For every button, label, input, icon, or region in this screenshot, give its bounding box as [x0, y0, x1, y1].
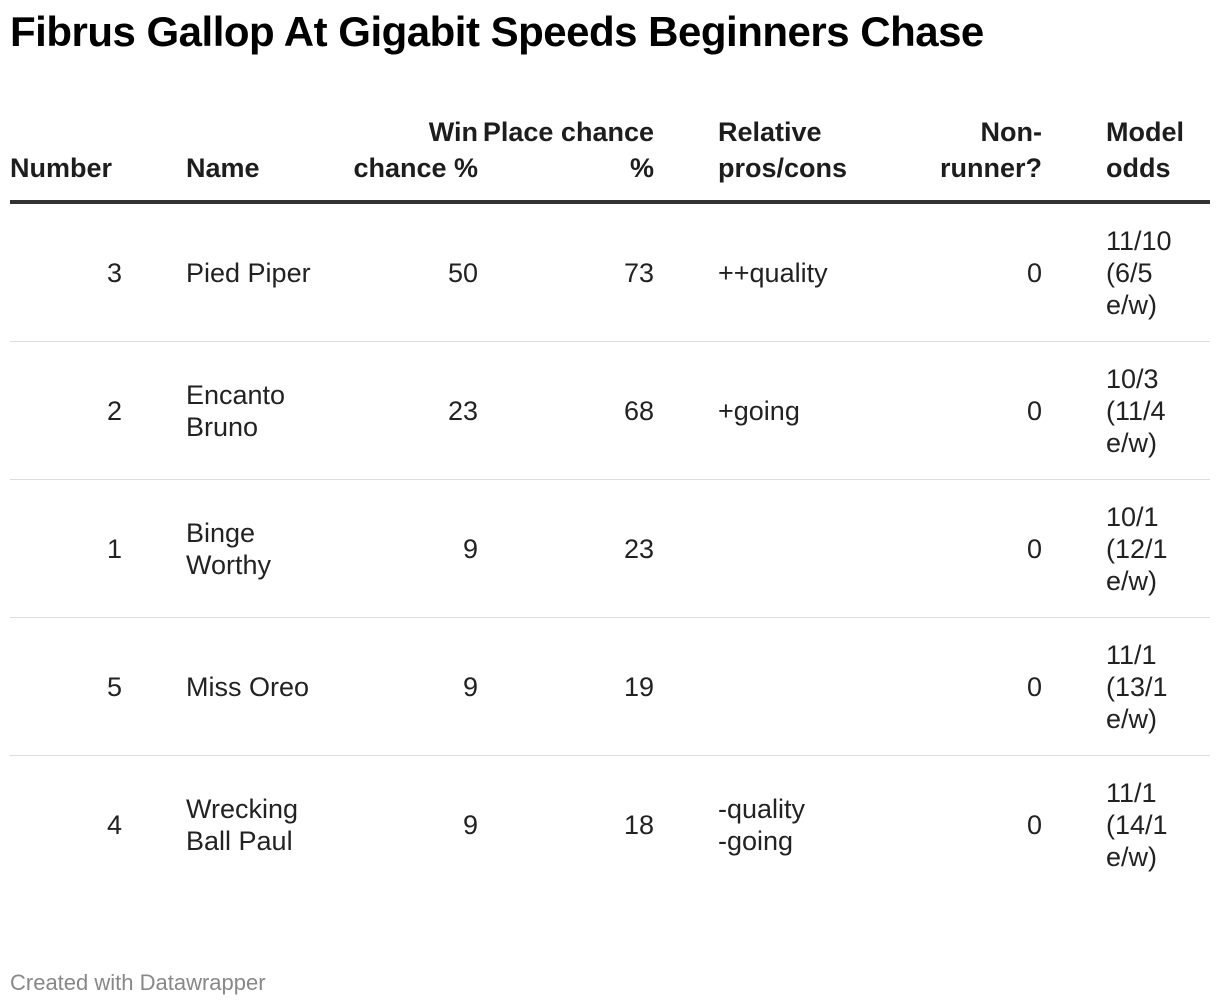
cell-spacer — [654, 202, 718, 342]
cell-non-runner: 0 — [898, 202, 1042, 342]
cell-place-chance: 19 — [478, 617, 654, 756]
cell-name: Pied Piper — [186, 202, 336, 342]
cell-spacer — [654, 341, 718, 480]
table-row: 4 Wrecking Ball Paul 9 18 -quality -going 0 11… — [10, 756, 1210, 894]
table-row: 3 Pied Piper 50 73 ++quality 0 11/10 (6/5 e/w) — [10, 202, 1210, 342]
cell-place-chance: 18 — [623, 809, 654, 840]
cell-spacer — [122, 756, 186, 894]
cell-spacer — [654, 756, 718, 894]
cell-model-odds: 10/3 (11/4 e/w) — [1106, 341, 1210, 480]
header-spacer — [122, 114, 186, 204]
cell-number: 4 — [106, 809, 122, 840]
cell-place-chance: 73 — [478, 202, 654, 342]
header-place-chance[interactable]: Place chance % — [478, 114, 654, 204]
cell-place-chance: 68 — [478, 341, 654, 480]
cell-win-chance: 9 — [336, 617, 478, 756]
cell-name: Miss Oreo — [186, 617, 336, 756]
cell-model-odds: 11/1 (13/1 e/w) — [1106, 617, 1210, 756]
cell-spacer — [122, 479, 186, 618]
cell-relative — [718, 479, 898, 618]
cell-number: 2 — [10, 341, 122, 480]
cell-number: 1 — [10, 479, 122, 618]
cell-win-chance: 9 — [462, 809, 478, 840]
header-non-runner[interactable]: Non-runner? — [898, 114, 1042, 204]
cell-relative: -quality -going — [718, 793, 806, 856]
cell-non-runner: 0 — [898, 341, 1042, 480]
table-row: 1 Binge Worthy 9 23 0 10/1 (12/1 e/w) — [10, 479, 1210, 618]
cell-spacer — [122, 617, 186, 756]
table-row: 5 Miss Oreo 9 19 0 11/1 (13/1 e/w) — [10, 617, 1210, 756]
cell-model-odds: 10/1 (12/1 e/w) — [1106, 479, 1210, 618]
cell-spacer — [122, 341, 186, 480]
cell-spacer — [122, 202, 186, 342]
cell-name: Binge Worthy — [186, 479, 336, 618]
cell-name: Encanto Bruno — [186, 341, 336, 480]
cell-number: 3 — [10, 202, 122, 342]
cell-non-runner: 0 — [898, 617, 1042, 756]
header-model-odds[interactable]: Model odds — [1106, 114, 1210, 204]
header-number[interactable]: Number — [10, 114, 122, 204]
cell-non-runner: 0 — [1026, 809, 1042, 840]
cell-model-odds: 11/1 (14/1 e/w) — [1106, 777, 1168, 872]
header-name[interactable]: Name — [186, 114, 336, 204]
cell-spacer — [1042, 756, 1106, 894]
cell-win-chance: 23 — [336, 341, 478, 480]
table-body: 3 Pied Piper 50 73 ++quality 0 11/10 (6/5 e/w)… — [10, 202, 1210, 893]
cell-spacer — [1042, 202, 1106, 342]
header-spacer — [654, 114, 718, 204]
cell-spacer — [654, 479, 718, 618]
header-spacer — [1042, 114, 1106, 204]
runners-table: Number Name Win chance % Place chance % … — [10, 114, 1210, 893]
table-row: 2 Encanto Bruno 23 68 +going 0 10/3 (11/4 e/w) — [10, 341, 1210, 480]
cell-model-odds: 11/10 (6/5 e/w) — [1106, 202, 1210, 342]
cell-spacer — [1042, 479, 1106, 618]
credit-footer: Created with Datawrapper — [10, 970, 266, 995]
cell-number: 5 — [10, 617, 122, 756]
cell-win-chance: 9 — [336, 479, 478, 618]
cell-win-chance: 50 — [336, 202, 478, 342]
cell-relative — [718, 617, 898, 756]
cell-relative: +going — [718, 341, 898, 480]
cell-name: Wrecking Ball Paul — [186, 793, 299, 856]
header-relative[interactable]: Relative pros/cons — [718, 114, 898, 204]
header-row: Number Name Win chance % Place chance % … — [10, 114, 1210, 204]
header-win-chance[interactable]: Win chance % — [336, 114, 478, 204]
cell-spacer — [654, 617, 718, 756]
chart-title: Fibrus Gallop At Gigabit Speeds Beginner… — [10, 8, 984, 55]
cell-relative: ++quality — [718, 202, 898, 342]
cell-spacer — [1042, 341, 1106, 480]
cell-non-runner: 0 — [898, 479, 1042, 618]
cell-spacer — [1042, 617, 1106, 756]
cell-place-chance: 23 — [478, 479, 654, 618]
